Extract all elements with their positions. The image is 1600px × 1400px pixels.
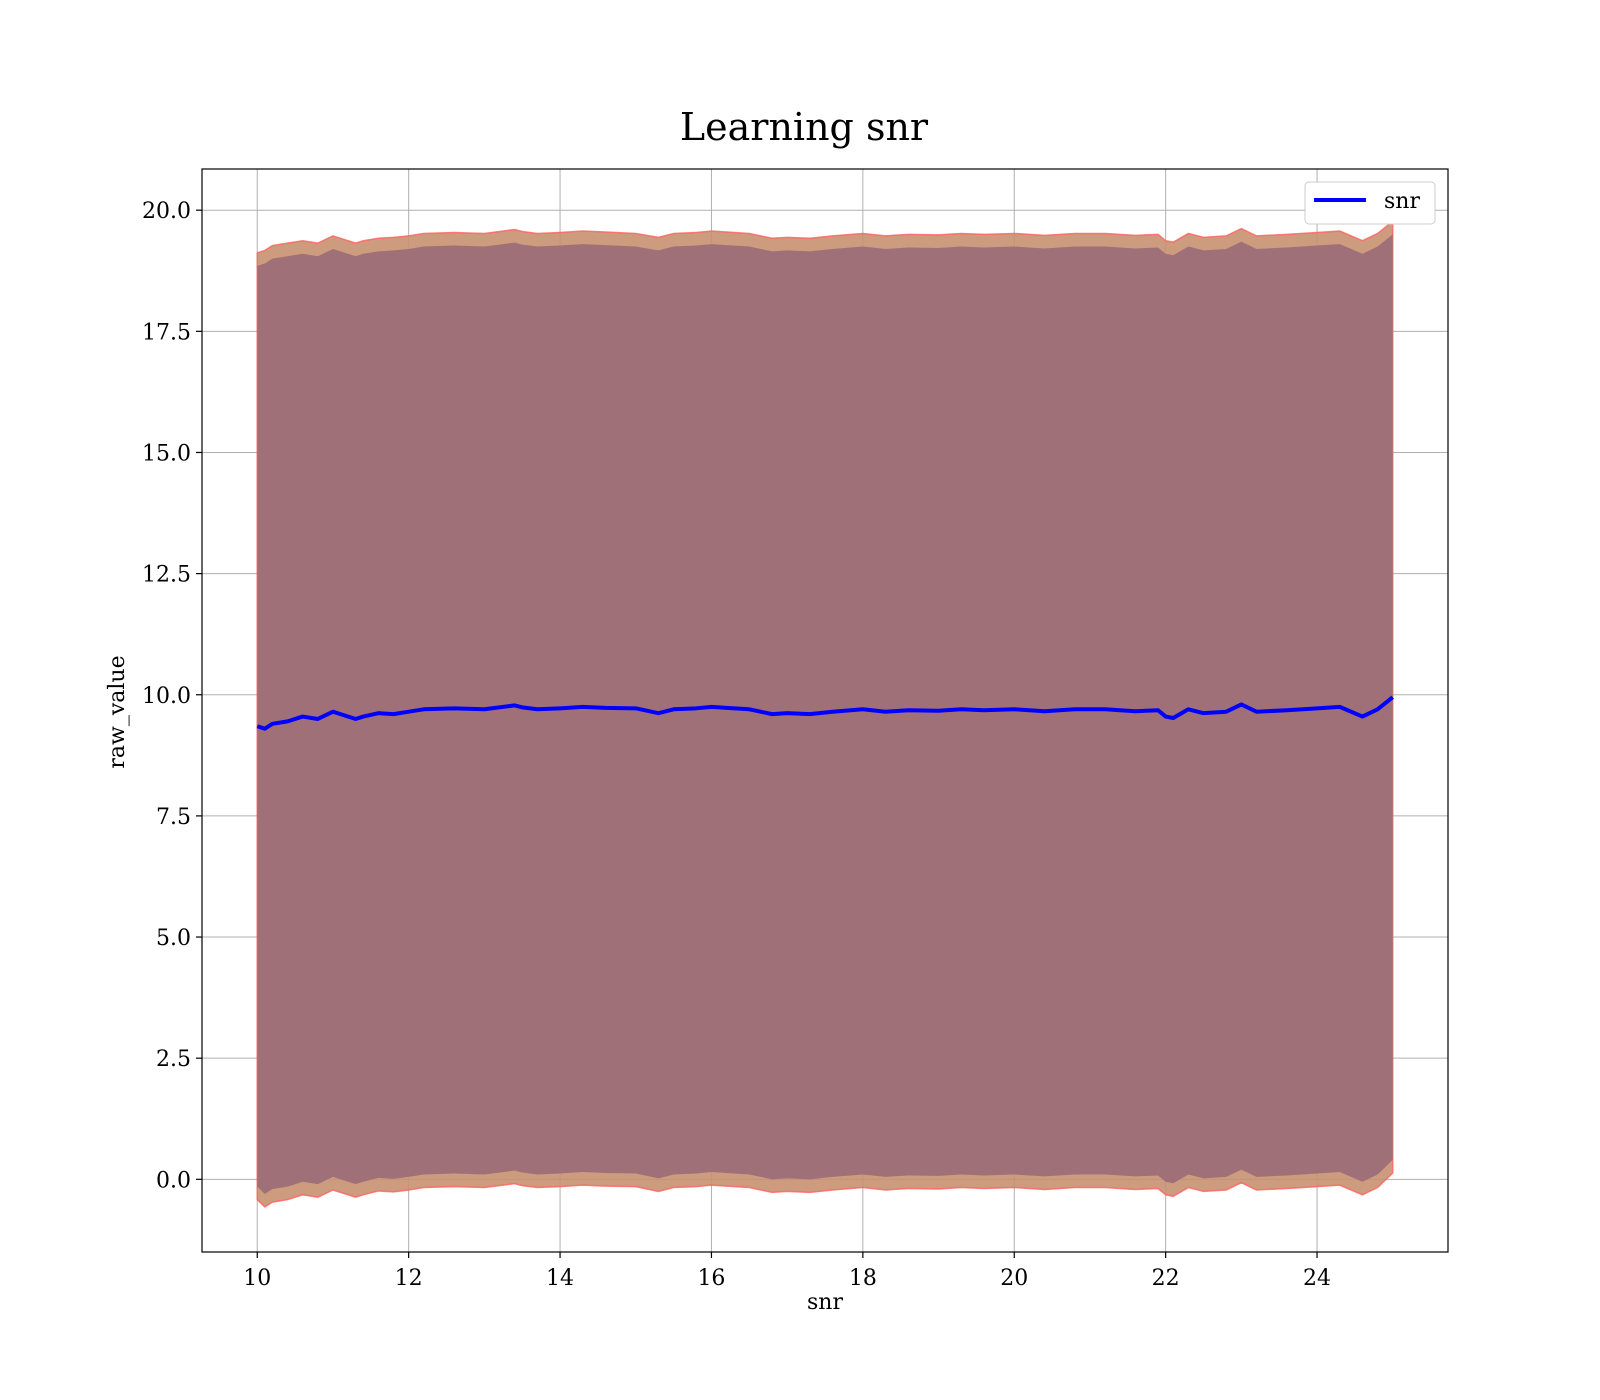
y-tick-label: 0.0: [156, 1168, 191, 1193]
y-ticks: 0.0 2.5 5.0 7.5 10.0 12.5 15.0 17.5 20.0: [142, 199, 202, 1193]
series-lines: [256, 695, 1394, 731]
legend: snr: [1304, 181, 1436, 225]
y-tick-label: 7.5: [156, 805, 191, 830]
y-tick-label: 20.0: [142, 199, 191, 224]
y-tick-label: 17.5: [142, 320, 191, 345]
y-tick-label: 5.0: [156, 926, 191, 951]
x-tick-label: 10: [243, 1266, 271, 1291]
x-ticks: 10 12 14 16 18 20 22 24: [243, 1252, 1331, 1291]
x-tick-label: 12: [395, 1266, 423, 1291]
y-tick-label: 10.0: [142, 684, 191, 709]
legend-box: [1304, 181, 1436, 225]
x-tick-label: 24: [1303, 1266, 1331, 1291]
y-tick-label: 15.0: [142, 441, 191, 466]
series-line-snr: [256, 695, 1394, 731]
y-tick-label: 12.5: [142, 563, 191, 588]
chart-title: Learning snr: [680, 105, 929, 149]
x-tick-label: 20: [1000, 1266, 1028, 1291]
plot-frame: [201, 168, 1449, 1253]
x-tick-label: 18: [849, 1266, 877, 1291]
y-axis-label: raw_value: [105, 655, 130, 768]
y-tick-label: 2.5: [156, 1047, 191, 1072]
x-tick-label: 22: [1152, 1266, 1180, 1291]
x-tick-label: 16: [697, 1266, 725, 1291]
x-axis-label: snr: [807, 1290, 843, 1315]
x-tick-label: 14: [546, 1266, 574, 1291]
legend-label: snr: [1384, 189, 1420, 214]
